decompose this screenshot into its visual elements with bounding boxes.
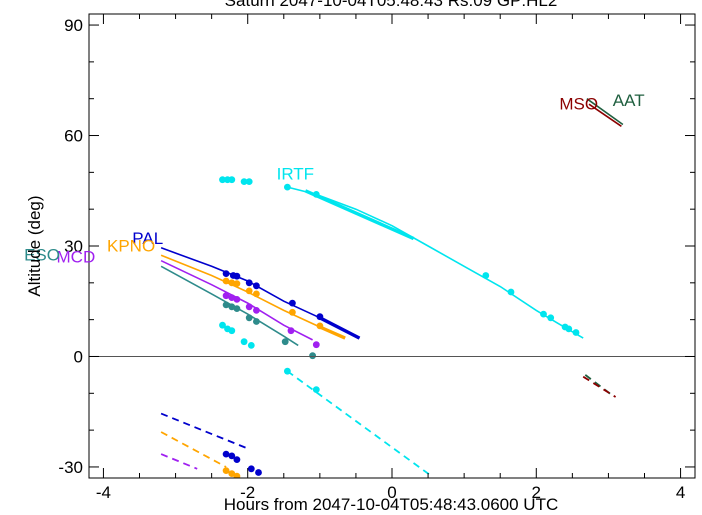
series-point-irtf [312,386,320,393]
x-tick-label: 0 [387,483,396,502]
x-tick-label: -2 [240,483,255,502]
series-label-pal: PAL [132,229,163,248]
series-irtf [219,176,584,477]
series-point-kpno [233,280,241,287]
y-axis-label: Altitude (deg) [25,195,44,296]
series-label-kpno: KPNO [107,237,155,256]
series-line-eso [160,265,299,347]
x-tick-label: 4 [676,483,685,502]
series-point-irtf [284,367,291,375]
y-tick-label: 90 [64,16,83,35]
series-point-irtf [572,329,580,336]
series-point-eso [309,352,316,360]
series-label-mso: MSO [559,95,598,114]
series-point-pal [233,456,241,463]
series-point-kpno [222,277,230,285]
series-point-irtf [284,183,291,191]
series-point-pal [316,313,324,321]
series-point-irtf [228,327,236,335]
series-eso [160,265,316,360]
series-point-eso [281,338,289,346]
series-aat [584,98,624,396]
series-label-mcd: MCD [57,248,96,267]
series-point-kpno [253,290,260,298]
series-dashed-pal [160,412,249,450]
series-point-eso [222,301,230,309]
series-point-eso [253,318,260,325]
axes-layer: -4 -2 0 2 4 -30 0 30 60 90 [58,13,696,502]
series-point-pal [228,452,236,460]
series-dashed-mcd [160,453,198,470]
series-point-pal [289,299,296,307]
series-point-irtf [540,310,547,318]
series-point-irtf [219,176,226,184]
series-label-eso: ESO [24,246,60,265]
series-point-mcd [245,303,253,311]
series-label-aat: AAT [613,91,645,110]
y-tick-label: -30 [58,458,83,477]
series-point-pal [247,465,255,473]
series-point-mcd [233,296,241,303]
series-point-mcd [222,292,230,300]
series-thick-kpno [319,325,346,340]
series-point-irtf [245,178,253,186]
series-line-aat [586,98,624,126]
chart-title: Saturn 2047-10-04T05:48:43 Rs:09 GP:HL2 [225,0,558,10]
series-point-kpno [289,308,296,316]
series-kpno [160,254,346,478]
series-point-irtf [240,338,248,346]
series-point-mcd [228,294,236,301]
y-tick-label: 60 [64,127,83,146]
series-point-irtf [565,325,573,333]
series-point-irtf [547,314,555,322]
series-thick-irtf [304,189,415,241]
series-point-pal [253,282,260,290]
series-label-irtf: IRTF [277,165,314,184]
series-point-pal [222,450,230,458]
x-tick-label: 2 [532,483,541,502]
series-dashed-irtf [286,370,433,477]
series-dashed-kpno [160,431,227,468]
series-pal [160,247,361,476]
series-point-kpno [228,470,236,477]
series-point-kpno [222,467,230,474]
series-dashed-mso [582,375,617,398]
series-point-kpno [228,279,236,287]
series-point-irtf [247,342,255,349]
series-point-mcd [253,307,260,314]
series-point-pal [233,272,241,280]
series-point-eso [228,303,236,311]
series-point-kpno [233,472,241,478]
series-line-mso [588,103,622,127]
series-mso [582,103,622,398]
series-point-kpno [316,322,324,330]
series-point-pal [255,469,262,476]
series-point-irtf [219,321,226,329]
series-mcd [160,259,320,470]
series-point-mcd [312,341,320,349]
x-axis-label: Hours from 2047-10-04T05:48:43.0600 UTC [224,495,559,514]
series-thick-pal [319,316,361,340]
series-point-irtf [507,288,515,296]
plot-frame [88,13,696,479]
x-tick-label: -4 [96,483,111,502]
series-point-eso [233,305,241,312]
series-point-mcd [287,327,295,335]
series-point-pal [245,279,253,287]
series-point-irtf [312,191,320,198]
series-point-eso [245,314,253,322]
series-point-irtf [228,176,236,184]
y-tick-label: 30 [64,237,83,256]
series-line-irtf [287,186,584,339]
series-point-irtf [482,272,490,279]
series-point-kpno [245,287,253,295]
series-point-irtf [240,178,248,186]
y-tick-label: 0 [74,347,83,366]
series-point-pal [222,270,230,277]
series-layer [160,98,624,478]
